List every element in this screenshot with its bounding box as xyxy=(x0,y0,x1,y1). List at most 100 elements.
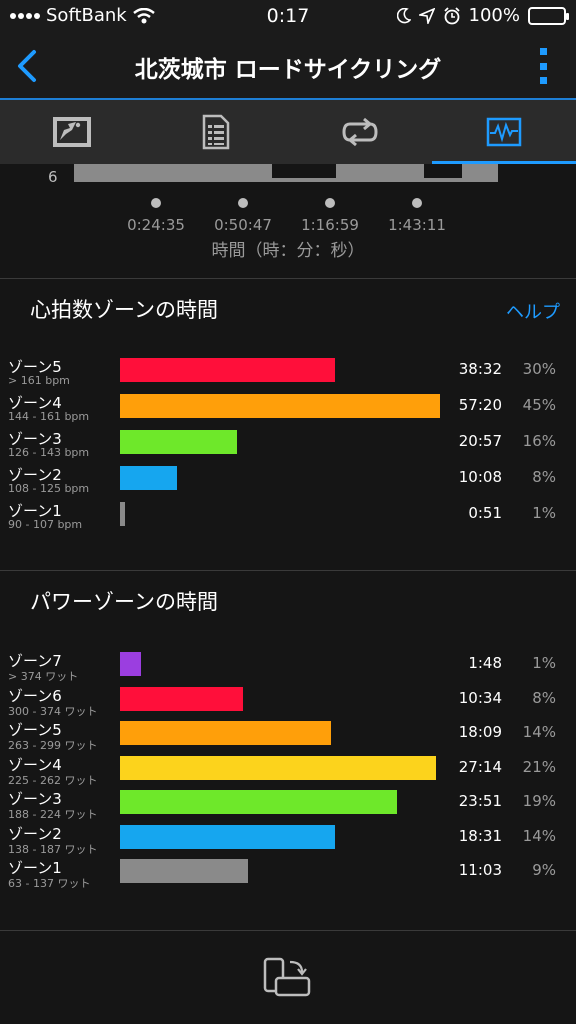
zone-row: ゾーン6 300 - 374 ワット 10:34 8% xyxy=(0,685,576,719)
zone-percent: 8% xyxy=(532,688,556,707)
status-left: SoftBank xyxy=(10,5,155,26)
zone-row: ゾーン7 > 374 ワット 1:48 1% xyxy=(0,650,576,684)
zone-percent: 1% xyxy=(532,504,556,522)
zone-range: 108 - 125 bpm xyxy=(8,482,90,495)
zone-row: ゾーン2 138 - 187 ワット 18:31 14% xyxy=(0,823,576,857)
zone-range: 126 - 143 bpm xyxy=(8,446,90,459)
zone-percent: 19% xyxy=(522,792,556,810)
carrier-label: SoftBank xyxy=(46,5,127,26)
x-tick: 1:16:59 xyxy=(275,198,385,234)
status-right: 100% xyxy=(396,5,569,26)
zone-percent: 9% xyxy=(532,861,556,879)
zone-name: ゾーン4 xyxy=(8,755,62,774)
battery-percent: 100% xyxy=(468,5,520,26)
zone-range: 63 - 137 ワット xyxy=(8,877,91,890)
section-divider xyxy=(0,278,576,279)
zone-row: ゾーン5 263 - 299 ワット 18:09 14% xyxy=(0,719,576,753)
wifi-icon xyxy=(132,7,155,23)
zone-name: ゾーン4 xyxy=(8,394,62,412)
status-time: 0:17 xyxy=(266,5,310,27)
zone-name: ゾーン7 xyxy=(8,652,62,670)
zone-time: 18:31 xyxy=(458,826,502,845)
zone-row: ゾーン1 90 - 107 bpm 0:51 1% xyxy=(0,500,576,534)
zone-row: ゾーン3 188 - 224 ワット 23:51 19% xyxy=(0,788,576,822)
zone-row: ゾーン2 108 - 125 bpm 10:08 8% xyxy=(0,464,576,498)
x-tick-label: 1:43:11 xyxy=(388,216,446,234)
zone-range: 144 - 161 bpm xyxy=(8,410,90,423)
help-link[interactable]: ヘルプ xyxy=(506,302,560,323)
x-tick: 0:50:47 xyxy=(188,198,298,234)
zone-row: ゾーン1 63 - 137 ワット 11:03 9% xyxy=(0,857,576,891)
battery-icon xyxy=(528,6,569,25)
zone-range: 263 - 299 ワット xyxy=(8,739,98,752)
zone-time: 0:51 xyxy=(468,504,502,522)
zone-time: 10:08 xyxy=(458,468,502,486)
zone-name: ゾーン6 xyxy=(8,686,62,705)
zone-percent: 14% xyxy=(522,826,556,845)
zone-row: ゾーン4 225 - 262 ワット 27:14 21% xyxy=(0,754,576,788)
zone-percent: 30% xyxy=(522,360,556,378)
zone-row: ゾーン3 126 - 143 bpm 20:57 16% xyxy=(0,428,576,462)
tab-laps[interactable] xyxy=(288,100,432,164)
zone-name: ゾーン5 xyxy=(8,358,62,376)
more-icon[interactable] xyxy=(538,48,548,84)
rotate-device-icon[interactable] xyxy=(262,956,312,998)
zone-percent: 16% xyxy=(522,432,556,450)
y-axis-label: 6 xyxy=(48,168,58,186)
zone-bar xyxy=(120,394,440,418)
map-icon xyxy=(53,117,91,147)
zone-percent: 1% xyxy=(532,654,556,672)
signal-icon xyxy=(10,12,40,19)
x-tick: 0:24:35 xyxy=(101,198,211,234)
zone-row: ゾーン4 144 - 161 bpm 57:20 45% xyxy=(0,392,576,426)
zone-percent: 8% xyxy=(532,468,556,486)
zone-range: > 161 bpm xyxy=(8,374,70,387)
chart-gap xyxy=(272,164,336,178)
zone-bar xyxy=(120,652,141,676)
zone-bar xyxy=(120,686,243,711)
zone-range: > 374 ワット xyxy=(8,670,79,683)
zone-percent: 21% xyxy=(522,757,556,776)
zone-time: 1:48 xyxy=(468,654,502,672)
zone-bar xyxy=(120,859,248,883)
tab-map[interactable] xyxy=(0,100,144,164)
zone-time: 38:32 xyxy=(458,360,502,378)
zone-percent: 14% xyxy=(522,723,556,741)
x-tick-label: 0:50:47 xyxy=(214,216,272,234)
zone-range: 300 - 374 ワット xyxy=(8,704,98,718)
tab-details[interactable] xyxy=(144,100,288,164)
navigation-bar: 北茨城市 ロードサイクリング xyxy=(0,34,576,98)
back-chevron-icon[interactable] xyxy=(12,48,42,84)
x-tick-label: 1:16:59 xyxy=(301,216,359,234)
zone-name: ゾーン3 xyxy=(8,790,62,808)
zone-name: ゾーン2 xyxy=(8,824,62,843)
nav-divider xyxy=(0,98,576,100)
alarm-icon xyxy=(443,6,460,24)
x-tick-label: 0:24:35 xyxy=(127,216,185,234)
x-tick: 1:43:11 xyxy=(362,198,472,234)
power-zones-title: パワーゾーンの時間 xyxy=(30,590,218,614)
zone-range: 138 - 187 ワット xyxy=(8,842,98,856)
tab-charts[interactable] xyxy=(432,100,576,164)
zone-name: ゾーン1 xyxy=(8,502,62,520)
zone-time: 23:51 xyxy=(458,792,502,810)
zone-time: 11:03 xyxy=(458,861,502,879)
zone-name: ゾーン1 xyxy=(8,859,62,877)
zone-name: ゾーン5 xyxy=(8,721,62,739)
zone-name: ゾーン2 xyxy=(8,466,62,484)
zone-bar xyxy=(120,466,177,490)
charts-icon xyxy=(486,117,522,147)
zone-bar xyxy=(120,790,397,814)
zone-time: 10:34 xyxy=(458,688,502,707)
section-divider xyxy=(0,570,576,571)
page-title: 北茨城市 ロードサイクリング xyxy=(134,57,442,83)
hr-zones-title: 心拍数ゾーンの時間 xyxy=(30,298,218,322)
location-icon xyxy=(418,7,435,24)
section-divider xyxy=(0,930,576,931)
zone-name: ゾーン3 xyxy=(8,430,62,448)
zone-range: 225 - 262 ワット xyxy=(8,773,98,787)
zone-row: ゾーン5 > 161 bpm 38:32 30% xyxy=(0,356,576,390)
x-axis-label: 時間（時：分：秒） xyxy=(211,241,365,261)
moon-icon xyxy=(396,7,411,23)
zone-range: 90 - 107 bpm xyxy=(8,518,83,531)
